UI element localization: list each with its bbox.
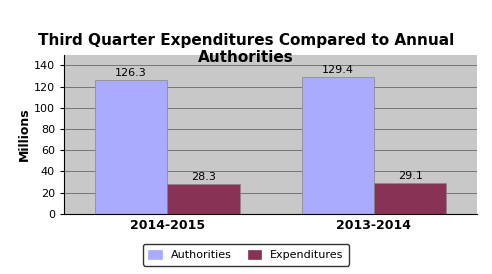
Bar [167,184,240,214]
Bar [95,80,167,214]
Text: 129.4: 129.4 [322,64,354,75]
Bar [302,77,374,214]
Text: 126.3: 126.3 [115,68,147,78]
Legend: Authorities, Expenditures: Authorities, Expenditures [143,244,349,266]
Text: Third Quarter Expenditures Compared to Annual
Authorities: Third Quarter Expenditures Compared to A… [38,33,454,65]
Y-axis label: Millions: Millions [18,107,31,161]
Text: 29.1: 29.1 [398,171,423,181]
Bar [374,183,446,214]
Text: 28.3: 28.3 [191,172,216,182]
